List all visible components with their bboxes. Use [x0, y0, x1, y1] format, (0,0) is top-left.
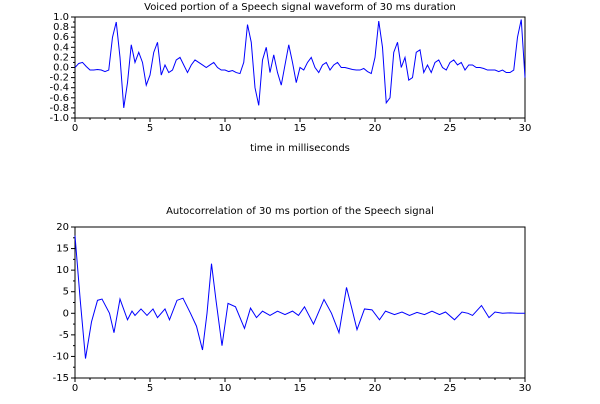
y-tick-label: -0.4 [49, 83, 69, 94]
y-tick-label: -0.2 [49, 73, 69, 84]
y-tick-label: 15 [56, 244, 69, 255]
x-tick-label: 30 [519, 123, 532, 134]
x-tick-label: 0 [72, 383, 78, 394]
x-tick-label: 5 [147, 383, 153, 394]
y-tick-label: -15 [53, 373, 69, 384]
y-tick-label: -0.6 [49, 93, 69, 104]
y-tick-label: 0.6 [53, 32, 69, 43]
y-tick-label: -0.8 [49, 103, 69, 114]
y-tick-label: 1.0 [53, 12, 69, 23]
x-tick-label: 10 [219, 123, 232, 134]
y-tick-label: -10 [53, 351, 69, 362]
y-tick-label: 0.8 [53, 22, 69, 33]
chart-title: Voiced portion of a Speech signal wavefo… [144, 2, 456, 13]
x-tick-label: 10 [219, 383, 232, 394]
y-tick-label: -5 [59, 330, 69, 341]
y-tick-label: 0 [63, 308, 69, 319]
chart-title: Autocorrelation of 30 ms portion of the … [166, 206, 434, 217]
y-tick-label: -1.0 [49, 113, 69, 124]
y-tick-label: 20 [56, 222, 69, 233]
signal-line [74, 235, 525, 359]
x-tick-label: 15 [294, 123, 307, 134]
x-tick-label: 30 [519, 383, 532, 394]
y-tick-label: 0.2 [53, 52, 69, 63]
y-tick-label: 0.4 [53, 42, 69, 53]
x-tick-label: 15 [294, 383, 307, 394]
x-axis-label: time in milliseconds [250, 143, 350, 154]
y-tick-label: 0.0 [53, 63, 69, 74]
x-tick-label: 5 [147, 123, 153, 134]
x-tick-label: 25 [444, 383, 457, 394]
x-tick-label: 25 [444, 123, 457, 134]
x-tick-label: 0 [72, 123, 78, 134]
signal-line [74, 19, 526, 108]
x-tick-label: 20 [369, 383, 382, 394]
y-tick-label: 5 [63, 287, 69, 298]
y-tick-label: 10 [56, 265, 69, 276]
x-tick-label: 20 [369, 123, 382, 134]
